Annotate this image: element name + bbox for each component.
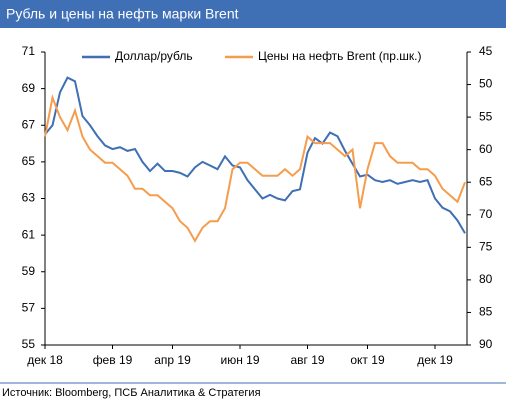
x-tick-label: дек 18 [27,353,63,367]
y-tick-label: 67 [22,117,36,131]
y-tick-label: 55 [22,337,36,351]
y-tick-label: 71 [22,44,36,58]
y-tick-label: 57 [22,301,36,315]
x-tick-label: окт 19 [350,353,385,367]
y-tick-label: 63 [22,191,36,205]
y2-tick-label: 50 [479,77,493,91]
y2-tick-label: 75 [479,240,493,254]
y2-tick-label: 85 [479,305,493,319]
y2-tick-label: 60 [479,142,493,156]
y2-tick-label: 70 [479,207,493,221]
x-tick-label: дек 19 [417,353,453,367]
y-tick-label: 61 [22,227,36,241]
y2-tick-label: 90 [479,337,493,351]
title-bar [0,0,506,28]
x-tick-label: фев 19 [93,353,133,367]
source: Источник: Bloomberg, ПСБ Аналитика & Стр… [2,387,261,399]
y2-tick-label: 65 [479,174,493,188]
y-tick-label: 69 [22,81,36,95]
series-line [44,93,466,243]
x-tick-label: апр 19 [154,353,191,367]
y2-tick-label: 80 [479,272,493,286]
y2-tick-label: 45 [479,44,493,58]
y-tick-label: 59 [22,264,36,278]
y2-tick-label: 55 [479,109,493,123]
x-tick-label: авг 19 [290,353,324,367]
chart-title: Рубль и цены на нефть марки Brent [6,6,239,22]
legend-label: Доллар/рубль [115,49,193,63]
series-line [44,76,466,234]
y-tick-label: 65 [22,154,36,168]
x-tick-label: июн 19 [220,353,259,367]
legend-label: Цены на нефть Brent (пр.шк.) [258,49,422,63]
